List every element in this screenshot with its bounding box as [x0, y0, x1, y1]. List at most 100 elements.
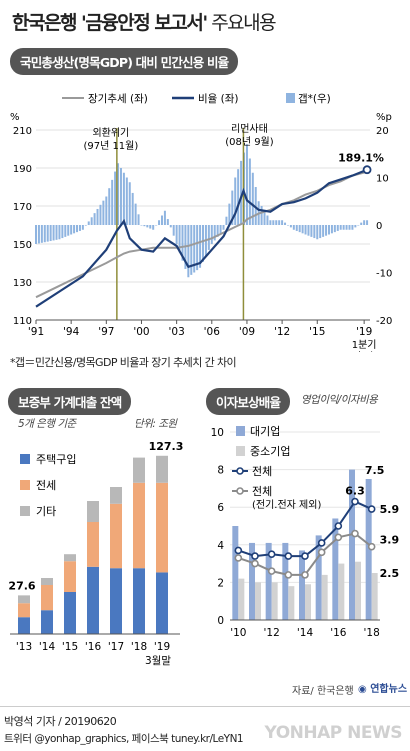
y-tick-left: 130 — [13, 278, 32, 289]
gap-bar — [193, 225, 196, 273]
event-lehman-label: 리먼사태 — [231, 123, 268, 135]
event-lehman-date: (08년 9월) — [225, 136, 274, 148]
gap-bar — [325, 225, 328, 236]
y-tick-right: -10 — [376, 269, 392, 280]
gap-bar — [333, 225, 336, 233]
gap-bar — [166, 219, 169, 225]
point-total — [367, 505, 376, 513]
x-tick-label: '14 — [297, 627, 314, 639]
stack-other — [156, 455, 168, 483]
gap-bar — [225, 216, 228, 225]
legend-trend: 장기추세 (좌) — [88, 93, 148, 105]
legend-ex: 전체 — [252, 485, 272, 498]
legend-big: 대기업 — [250, 425, 280, 438]
gap-bar — [237, 169, 240, 225]
bar-big — [282, 542, 289, 620]
x-tick-label: '00 — [133, 326, 149, 338]
legend-ratio: 비율 (좌) — [198, 93, 239, 105]
gap-bar — [360, 222, 363, 225]
gap-bar — [73, 225, 76, 234]
bar-small — [255, 582, 261, 620]
gap-bar — [354, 225, 357, 228]
bar-small — [321, 574, 328, 620]
gap-bar — [222, 225, 225, 230]
x-tick-label: '18 — [131, 641, 147, 653]
gap-bar — [351, 225, 354, 230]
gap-bar — [143, 225, 146, 227]
x-tick-label: '17 — [108, 641, 124, 653]
gap-bar — [49, 225, 52, 242]
stack-jeonse — [133, 482, 145, 569]
y-tick: 0 — [217, 615, 224, 627]
gap-bar — [128, 182, 131, 225]
x-tick-label: '06 — [204, 326, 221, 338]
gap-bar — [137, 214, 140, 225]
stack-other — [87, 501, 99, 522]
bar-small — [271, 582, 278, 620]
gap-bar — [357, 225, 360, 226]
gap-bar — [202, 225, 204, 262]
x-tick-label: '12 — [264, 627, 280, 639]
gap-bar — [55, 225, 58, 240]
stack-jeonse — [41, 585, 53, 611]
x-tick-label: '03 — [169, 326, 185, 338]
stack-purchase — [133, 568, 145, 634]
stack-other — [133, 457, 145, 483]
x-tick-label: '12 — [274, 326, 290, 338]
gap-bar — [345, 225, 348, 230]
gap-bar — [342, 225, 345, 230]
gap-bar — [43, 225, 46, 243]
gap-bar — [263, 210, 266, 225]
gap-bar — [58, 225, 61, 240]
total-first: 27.6 — [8, 579, 35, 592]
gap-bar — [111, 179, 114, 225]
gap-bar — [251, 172, 254, 225]
chart2-subtitle: 5개 은행 기준 — [18, 418, 76, 430]
gap-bar — [216, 225, 219, 237]
x-tick-label: '94 — [63, 326, 80, 338]
gap-bar — [284, 222, 287, 225]
y-tick-right: 10 — [376, 174, 389, 185]
stack-jeonse — [18, 603, 30, 618]
gap-bar — [289, 225, 292, 228]
gap-bar — [292, 225, 295, 230]
gap-bar — [131, 192, 134, 225]
x-tick-label: '19 — [356, 326, 372, 338]
point-total — [351, 497, 359, 506]
bar-big — [315, 535, 322, 620]
gap-bar — [67, 225, 70, 236]
ratio-end-point — [362, 165, 372, 175]
gap-bar — [117, 163, 120, 225]
gap-bar — [336, 225, 339, 231]
label-big-last: 7.5 — [365, 464, 385, 477]
gap-bar — [207, 225, 210, 250]
point-total-ex — [284, 571, 293, 579]
right-unit: %p — [376, 112, 392, 123]
legend-total-marker — [236, 467, 244, 475]
trend-line — [35, 170, 368, 299]
stack-other — [64, 554, 76, 562]
y-tick: 8 — [217, 465, 224, 477]
x-last-note: 3월말 — [145, 655, 171, 667]
stack-purchase — [41, 610, 53, 634]
ratio-end-label: 189.1% — [338, 152, 384, 165]
gap-bar — [178, 225, 181, 253]
gap-bar — [46, 225, 49, 242]
y-tick-left: 210 — [13, 126, 32, 137]
gap-bar — [190, 225, 193, 275]
yonhap-logo: ◉ 연합뉴스 — [358, 684, 408, 695]
gap-bar — [301, 225, 304, 234]
gap-bar — [316, 225, 319, 240]
stack-jeonse — [110, 503, 122, 569]
gap-bar — [84, 225, 87, 226]
gap-bar — [269, 220, 272, 225]
legend-small: 중소기업 — [250, 445, 290, 458]
gap-bar — [175, 225, 178, 244]
gap-bar — [102, 200, 105, 225]
point-total — [334, 522, 343, 530]
label-ex-last: 3.9 — [380, 534, 400, 547]
stack-purchase — [110, 568, 122, 634]
gap-bar — [260, 206, 263, 225]
gap-bar — [295, 225, 298, 231]
label-total-last: 5.9 — [380, 503, 400, 516]
